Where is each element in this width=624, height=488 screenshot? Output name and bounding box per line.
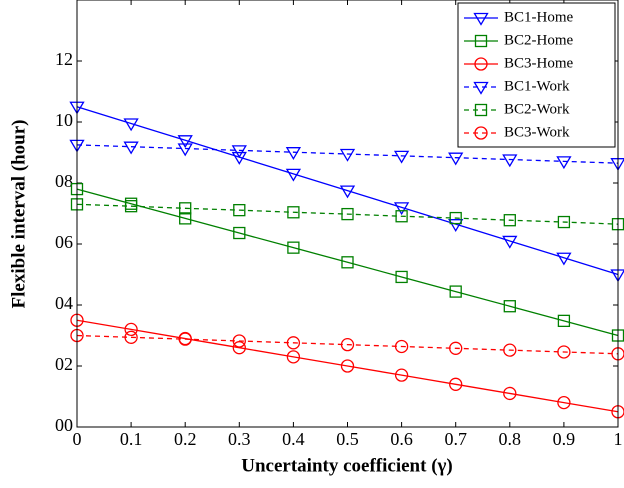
marker (179, 202, 192, 215)
y-tick-label: 04 (55, 293, 73, 313)
marker (557, 345, 571, 359)
series-line (76, 188, 619, 337)
y-tick-label: 06 (55, 232, 73, 252)
marker (339, 185, 356, 199)
marker (340, 359, 355, 373)
series-line (76, 144, 619, 164)
marker (503, 386, 517, 401)
plot-frame (76, 0, 619, 428)
marker (395, 270, 408, 284)
x-tick-label: 1 (614, 429, 623, 449)
marker (449, 211, 462, 225)
legend-label: BC1-Work (504, 78, 570, 94)
marker (231, 145, 247, 159)
marker (556, 252, 572, 266)
marker (474, 34, 488, 48)
marker (285, 147, 302, 160)
marker (285, 168, 302, 182)
series-line (76, 203, 619, 225)
marker (449, 377, 463, 391)
y-tick-label: 12 (55, 49, 73, 69)
marker (232, 334, 246, 348)
x-tick-label: 0.4 (282, 429, 305, 449)
legend-label: BC2-Work (504, 101, 570, 117)
marker (503, 214, 516, 227)
y-tick-label: 02 (55, 354, 73, 374)
legend-label: BC2-Home (504, 32, 574, 48)
legend-label: BC3-Work (504, 124, 570, 140)
marker (474, 103, 488, 117)
marker (124, 200, 138, 213)
x-tick-label: 0.2 (174, 429, 197, 449)
y-tick-label: 00 (55, 415, 73, 435)
marker (124, 330, 138, 344)
marker (177, 135, 193, 149)
marker (393, 150, 410, 164)
x-tick-label: 0.8 (499, 429, 522, 449)
marker (124, 322, 138, 337)
series-line (76, 106, 619, 276)
marker (502, 154, 518, 168)
marker (179, 212, 192, 225)
x-tick-label: 0.9 (553, 429, 576, 449)
marker (340, 337, 355, 352)
marker (557, 314, 571, 328)
marker (394, 339, 409, 354)
y-tick-label: 10 (55, 110, 73, 130)
marker (448, 219, 464, 232)
marker (178, 332, 192, 346)
marker (474, 57, 488, 71)
y-tick-label: 08 (55, 171, 73, 191)
marker (448, 152, 464, 166)
marker (123, 118, 139, 132)
x-tick-label: 0.7 (444, 429, 467, 449)
x-tick-label: 0.6 (390, 429, 413, 449)
marker (123, 141, 139, 155)
marker (449, 341, 463, 355)
marker (557, 395, 571, 410)
marker (503, 300, 516, 313)
marker (339, 148, 356, 162)
legend-label: BC3-Home (504, 55, 574, 71)
x-tick-label: 0.1 (120, 429, 143, 449)
legend-box (457, 2, 616, 148)
x-tick-label: 0 (73, 429, 82, 449)
x-tick-label: 0.3 (228, 429, 251, 449)
marker (394, 368, 409, 382)
marker (557, 215, 571, 229)
y-axis-title: Flexible interval (hour) (8, 120, 29, 309)
marker (503, 343, 517, 357)
legend-label: BC1-Home (504, 9, 574, 25)
marker (177, 143, 193, 157)
marker (286, 336, 301, 350)
marker (287, 206, 300, 219)
marker (474, 126, 488, 140)
marker (393, 202, 410, 216)
marker (232, 341, 246, 355)
marker (449, 285, 462, 298)
marker (395, 210, 408, 223)
marker (286, 350, 301, 364)
marker (341, 207, 354, 221)
x-axis-title: Uncertainty coefficient (γ) (241, 455, 452, 476)
marker (502, 235, 518, 249)
marker (556, 156, 572, 170)
series-line (76, 319, 619, 413)
marker (341, 256, 354, 269)
legend: BC1-Home BC2-Home BC3-Home BC1-Work BC2-Work… (457, 2, 616, 148)
x-tick-label: 0.5 (336, 429, 359, 449)
marker (231, 151, 247, 165)
marker (233, 226, 246, 240)
marker (473, 12, 489, 26)
series-line (76, 334, 619, 355)
marker (287, 241, 300, 254)
marker (233, 203, 246, 217)
marker (473, 81, 489, 95)
